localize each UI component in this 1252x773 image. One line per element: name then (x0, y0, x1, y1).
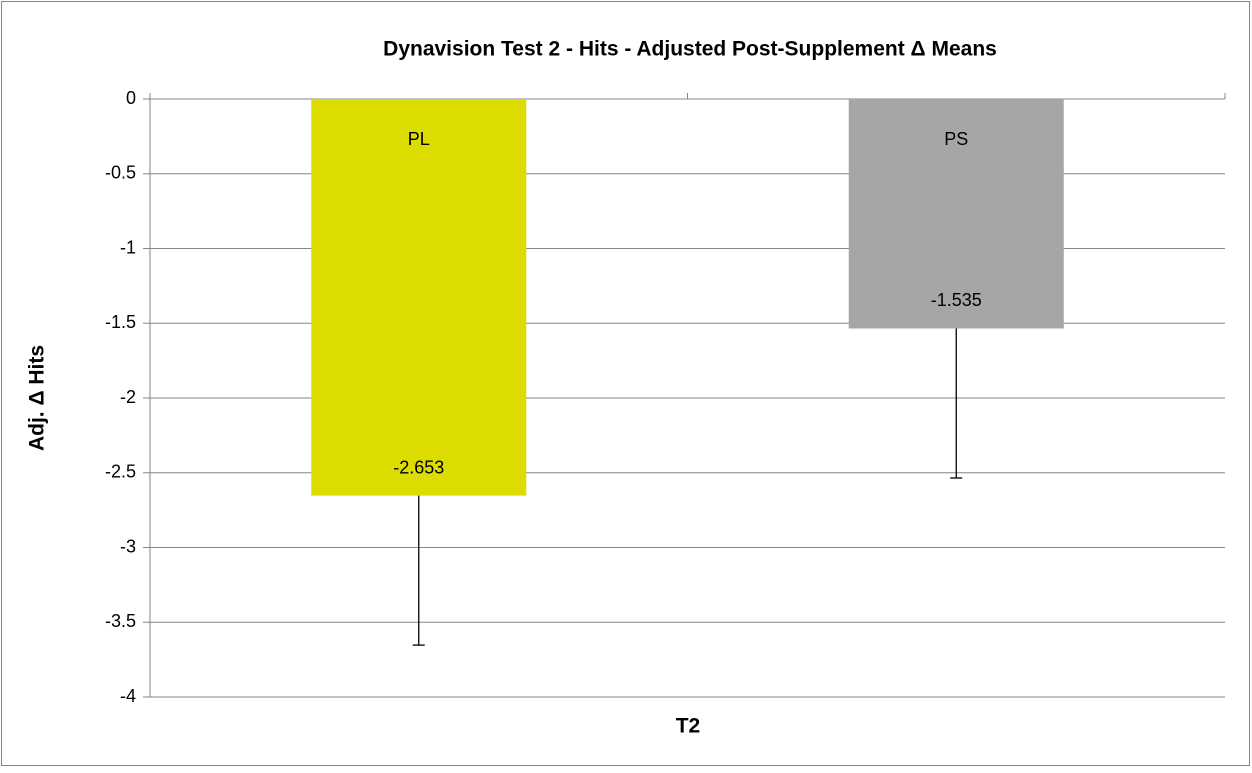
y-tick-label: -2 (120, 387, 136, 407)
y-tick-label: -4 (120, 686, 136, 706)
y-tick-label: -1 (120, 237, 136, 257)
bar (311, 99, 527, 496)
y-tick-label: -2.5 (105, 462, 136, 482)
y-tick-label: -0.5 (105, 163, 136, 183)
data-label: -2.653 (393, 457, 444, 477)
y-axis-title: Adj. Δ Hits (26, 345, 49, 451)
series-label: PS (944, 129, 968, 149)
y-tick-label: 0 (126, 88, 136, 108)
data-label: -1.535 (931, 290, 982, 310)
y-tick-label: -3.5 (105, 611, 136, 631)
y-tick-label: -1.5 (105, 312, 136, 332)
chart-title: Dynavision Test 2 - Hits - Adjusted Post… (383, 38, 997, 61)
x-axis-title: T2 (676, 715, 701, 738)
series-label: PL (408, 129, 430, 149)
y-tick-label: -3 (120, 536, 136, 556)
bar (848, 99, 1064, 329)
